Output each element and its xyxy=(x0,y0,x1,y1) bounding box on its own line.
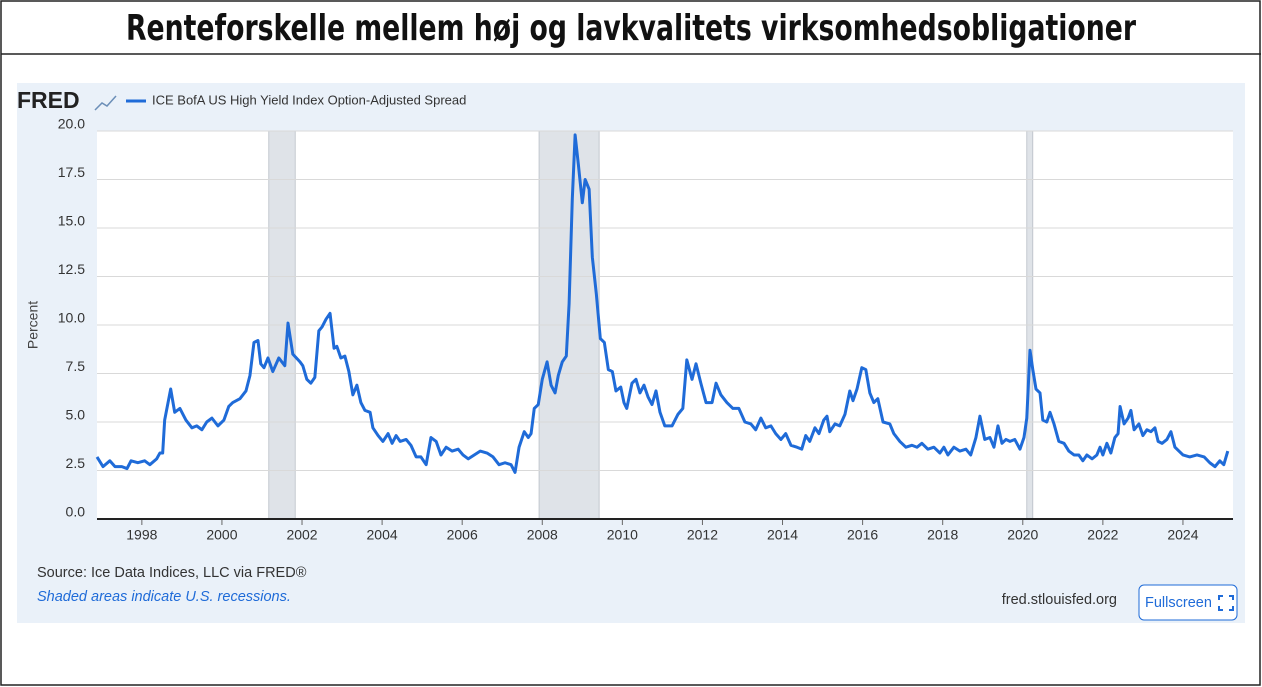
y-axis-title: Percent xyxy=(25,301,41,349)
y-tick-label: 20.0 xyxy=(58,116,85,132)
x-tick-label: 2006 xyxy=(447,527,478,543)
x-tick-label: 2022 xyxy=(1087,527,1118,543)
recession-note: Shaded areas indicate U.S. recessions. xyxy=(37,589,291,605)
y-tick-label: 5.0 xyxy=(66,407,86,423)
legend-label: ICE BofA US High Yield Index Option-Adju… xyxy=(152,92,466,107)
x-tick-label: 2024 xyxy=(1167,527,1198,543)
y-tick-label: 15.0 xyxy=(58,213,85,229)
source: Source: Ice Data Indices, LLC via FRED® xyxy=(37,565,307,581)
y-tick-label: 0.0 xyxy=(66,504,86,520)
x-tick-label: 2012 xyxy=(687,527,718,543)
logo: FRED xyxy=(17,87,80,113)
logo-icon xyxy=(94,95,117,111)
y-tick-label: 2.5 xyxy=(66,455,86,471)
x-tick-label: 2018 xyxy=(927,527,958,543)
fullscreen-button[interactable]: Fullscreen xyxy=(1138,584,1238,621)
x-tick-label: 2004 xyxy=(367,527,398,543)
y-tick-label: 10.0 xyxy=(58,310,85,326)
x-tick-label: 1998 xyxy=(126,527,157,543)
x-tick-label: 2008 xyxy=(527,527,558,543)
chart-title: Renteforskelle mellem høj og lavkvalitet… xyxy=(126,8,1136,49)
x-tick-label: 2000 xyxy=(206,527,237,543)
x-tick-label: 2016 xyxy=(847,527,878,543)
y-tick-label: 17.5 xyxy=(58,164,85,180)
x-tick-label: 2002 xyxy=(286,527,317,543)
x-tick-label: 2020 xyxy=(1007,527,1038,543)
y-tick-label: 7.5 xyxy=(66,358,86,374)
x-tick-label: 2014 xyxy=(767,527,798,543)
x-tick-label: 2010 xyxy=(607,527,638,543)
button-box[interactable] xyxy=(1138,584,1238,621)
series-line xyxy=(95,133,1230,474)
y-tick-label: 12.5 xyxy=(58,261,85,277)
button-icon xyxy=(1218,595,1234,611)
button-label[interactable]: Fullscreen xyxy=(1145,595,1212,611)
plot: 0.0 2.5 5.0 7.5 10.0 12.5 15.0 17.5 20.0 1998 2000… xyxy=(58,116,1233,543)
site: fred.stlouisfed.org xyxy=(1002,592,1117,608)
